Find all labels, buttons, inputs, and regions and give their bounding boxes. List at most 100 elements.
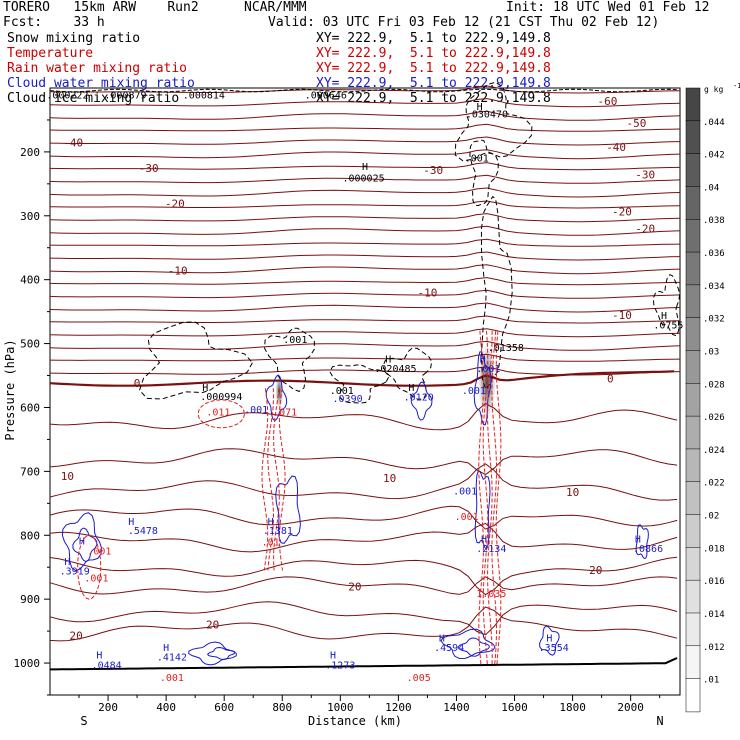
value-label-54: .000646 xyxy=(305,90,347,101)
colorbar-cell-18 xyxy=(685,678,701,713)
valid-time: Valid: 03 UTC Fri 03 Feb 12 (21 CST Thu … xyxy=(268,15,660,30)
snow-blob-upper xyxy=(454,81,533,162)
value-label-41: .4594 xyxy=(434,643,464,654)
temp-label-4: -30 xyxy=(139,162,159,175)
temp-contour-17 xyxy=(49,302,681,313)
y-tick-label-200: 200 xyxy=(20,146,40,159)
colorbar-cell-16 xyxy=(685,612,701,647)
colorbar-label-15: .014 xyxy=(703,610,725,620)
value-label-13: H xyxy=(408,383,414,394)
y-tick-label-700: 700 xyxy=(20,465,40,478)
x-end-label-left: S xyxy=(80,714,87,728)
value-label-14: .001 xyxy=(330,386,354,397)
x-tick-label-200: 200 xyxy=(98,701,118,714)
temp-contour-19 xyxy=(49,328,681,338)
value-label-28: .1381 xyxy=(263,526,293,537)
temp-label-5: -30 xyxy=(423,164,443,177)
temp-contour-13 xyxy=(49,251,681,261)
temp-contour-11 xyxy=(49,225,681,236)
colorbar-cell-4 xyxy=(685,218,701,253)
colorbar-label-17: .01 xyxy=(703,676,719,686)
rain-water-contours xyxy=(77,330,502,667)
value-label-53: .000814 xyxy=(183,90,225,101)
rain-col-left-1 xyxy=(267,388,275,571)
value-label-11: H xyxy=(202,383,208,394)
colorbar-cell-2 xyxy=(685,153,701,188)
temp-contour-3 xyxy=(49,123,681,132)
temp-label-13: 0 xyxy=(134,377,141,390)
temp-label-2: -40 xyxy=(63,136,83,149)
rain-column-1 xyxy=(482,330,489,667)
value-label-26: .5478 xyxy=(128,526,158,537)
colorbar-label-14: .016 xyxy=(703,577,725,587)
org-label: NCAR/MMM xyxy=(244,0,307,15)
colorbar-cell-9 xyxy=(685,383,701,417)
rain-col-left-3 xyxy=(278,388,286,571)
field-cloudwater-xy: XY= 222.9, 5.1 to 222.9,149.8 xyxy=(316,76,551,91)
y-tick-label-500: 500 xyxy=(20,338,40,351)
temp-contour-12 xyxy=(49,238,681,247)
value-label-36: H xyxy=(64,557,70,568)
colorbar-cell-8 xyxy=(685,350,701,385)
x-tick-label-2000: 2000 xyxy=(617,701,644,714)
rain-blob-sw xyxy=(77,534,102,600)
value-label-9: H xyxy=(385,354,391,365)
init-time: Init: 18 UTC Wed 01 Feb 12 xyxy=(506,0,710,15)
field-snow-xy: XY= 222.9, 5.1 to 222.9,149.8 xyxy=(316,31,551,46)
value-label-39: 1.035 xyxy=(476,589,506,600)
value-label-10: .020485 xyxy=(374,364,416,375)
warm-contour-4 xyxy=(49,522,678,553)
value-label-33: .2134 xyxy=(476,544,506,555)
colorbar-unit: g kg xyxy=(704,85,723,94)
value-label-51: .005 xyxy=(407,673,431,684)
value-label-43: .3554 xyxy=(539,643,569,654)
temp-contour-16 xyxy=(49,289,681,299)
snow-blob-left xyxy=(138,321,253,400)
freezing-contour xyxy=(49,370,675,387)
temp-contour-8 xyxy=(49,187,681,198)
plot-area: -60-50-40 -40-30 -30 -30-20-20-20-10-10-100… xyxy=(46,81,683,696)
value-label-46: H xyxy=(96,651,102,662)
value-label-23: .001 xyxy=(453,487,477,498)
field-snow-name: Snow mixing ratio xyxy=(7,31,141,46)
cw-blob-10 xyxy=(635,524,649,560)
colorbar: .044 .042 .04 .038 .036 .034 .032 .03 .028 .026 .0… xyxy=(685,82,740,713)
x-tick-label-400: 400 xyxy=(156,701,176,714)
value-label-17: H xyxy=(480,354,486,365)
colorbar-label-10: .024 xyxy=(703,446,725,456)
colorbar-label-13: .018 xyxy=(703,544,725,554)
forecast-hour: Fcst: 33 h xyxy=(3,15,105,30)
temp-contour-7 xyxy=(49,174,681,184)
y-tick-label-800: 800 xyxy=(20,529,40,542)
cw-blob-6 xyxy=(275,475,301,544)
x-end-label-right: N xyxy=(656,714,663,728)
rain-col-left-0 xyxy=(261,388,269,571)
y-tick-label-400: 400 xyxy=(20,274,40,287)
x-axis-label: Distance (km) xyxy=(308,714,402,728)
value-label-30: H xyxy=(79,536,85,547)
colorbar-cell-14 xyxy=(685,547,701,581)
value-label-29: .01 xyxy=(262,538,280,549)
colorbar-label-8: .028 xyxy=(703,380,725,390)
cw-blob-8b xyxy=(207,646,236,661)
value-label-3: H xyxy=(362,162,368,173)
warm-contour-1 xyxy=(49,448,678,476)
value-label-20: .001 xyxy=(244,405,268,416)
temp-label-0: -60 xyxy=(597,95,617,108)
temp-label-16: 10 xyxy=(383,472,396,485)
plot-frame xyxy=(49,87,681,696)
y-tick-label-300: 300 xyxy=(20,210,40,223)
temp-label-8: -20 xyxy=(612,205,632,218)
warm-contour-5 xyxy=(49,556,678,596)
value-label-38: .001 xyxy=(84,573,108,584)
snow-top-line xyxy=(49,88,678,93)
colorbar-cell-3 xyxy=(685,186,701,220)
value-label-52: .000879 xyxy=(104,90,146,101)
temperature-contours xyxy=(49,85,681,642)
field-rain-name: Rain water mixing ratio xyxy=(7,61,188,76)
value-label-0: H xyxy=(477,102,483,113)
temp-contour-18 xyxy=(49,315,681,324)
colorbar-cell-6 xyxy=(685,284,701,319)
field-temp-name: Temperature xyxy=(7,46,94,61)
